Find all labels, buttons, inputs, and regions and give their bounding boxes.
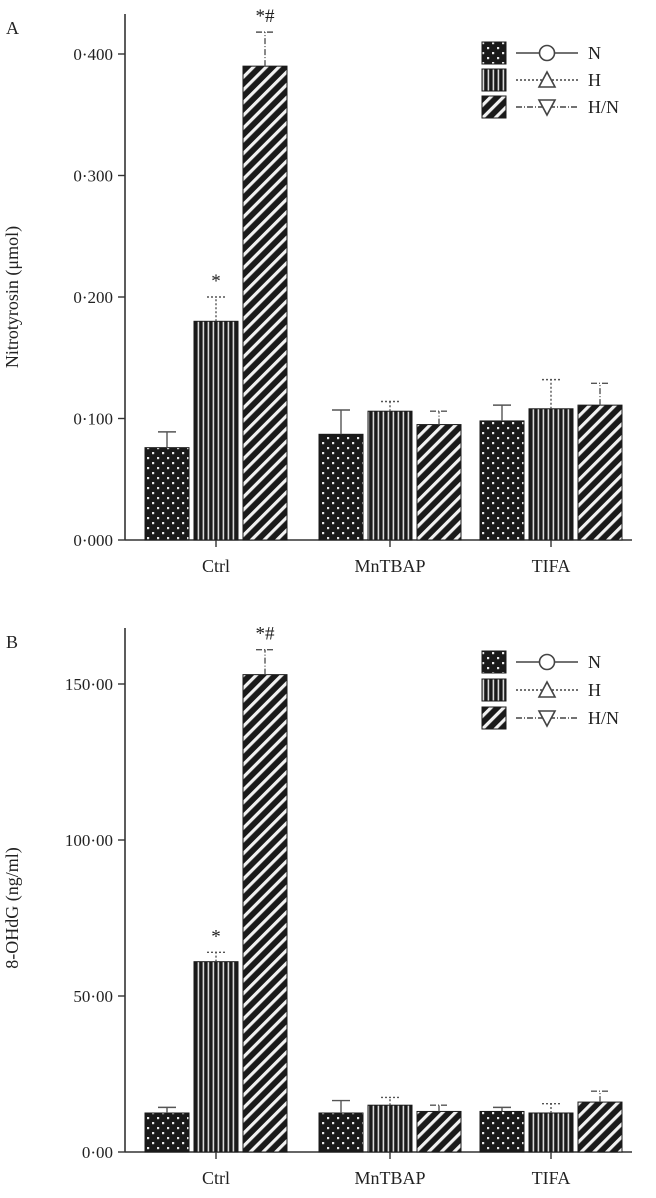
legend-label: N [588,652,601,672]
category-label: TIFA [532,1168,571,1188]
bar [577,1101,623,1153]
y-tick-label: 100·00 [65,831,113,850]
legend-label: H/N [588,708,619,728]
legend-swatch [481,650,507,674]
bar [416,1110,462,1153]
y-tick-label: 0·300 [73,167,113,186]
significance-mark: * [211,926,221,947]
legend-marker-circle [538,653,556,671]
legend-marker-triangle-up [537,680,557,698]
bar [144,447,190,541]
bar [528,408,574,541]
legend: NH H/N [481,650,619,730]
category-label: MnTBAP [354,1168,425,1188]
legend-swatch [481,41,507,65]
y-tick-label: 50·00 [73,987,113,1006]
bar [242,65,288,541]
category-label: TIFA [532,556,571,576]
bar [577,404,623,541]
legend-label: H [588,680,601,700]
category-label: Ctrl [202,556,230,576]
significance-mark: *# [256,624,276,645]
bar [416,424,462,541]
y-tick-label: 150·00 [65,675,113,694]
y-axis-title: 8-OHdG (ng/ml) [2,847,23,968]
panel-a: A 0·000 0·100 0·200 0·300 0·400 Nitrotyrosin (… [2,6,632,576]
y-axis-title: Nitrotyrosin (μmol) [2,226,23,368]
bar [193,320,239,541]
bar [528,1112,574,1153]
bar [318,433,364,541]
panel-letter: A [6,18,19,38]
legend-marker-triangle-down [537,710,557,728]
y-tick-label: 0·000 [73,531,113,550]
bar [367,410,413,541]
panel-b: B 0·00 50·00 100·00 150·00 8-OHdG (ng/ml) * *# C… [2,624,632,1188]
bar [318,1112,364,1153]
bar [479,1110,525,1153]
y-tick-label: 0·00 [82,1143,113,1162]
legend-swatch [481,678,507,702]
legend-label: H [588,70,601,90]
bar [144,1112,190,1153]
legend: NH H/N [481,41,619,119]
bar [367,1104,413,1153]
bar [242,674,288,1153]
significance-mark: * [211,271,221,292]
legend-marker-triangle-down [537,99,557,117]
legend-marker-circle [538,44,556,62]
legend-swatch [481,95,507,119]
legend-marker-triangle-up [537,70,557,88]
significance-mark: *# [256,6,276,27]
y-tick-label: 0·100 [73,410,113,429]
bar [193,961,239,1153]
y-tick-label: 0·400 [73,45,113,64]
category-label: Ctrl [202,1168,230,1188]
category-label: MnTBAP [354,556,425,576]
legend-swatch [481,706,507,730]
panel-letter: B [6,632,18,652]
bar [479,420,525,541]
legend-label: H/N [588,97,619,117]
y-tick-label: 0·200 [73,288,113,307]
legend-label: N [588,43,601,63]
legend-swatch [481,68,507,92]
